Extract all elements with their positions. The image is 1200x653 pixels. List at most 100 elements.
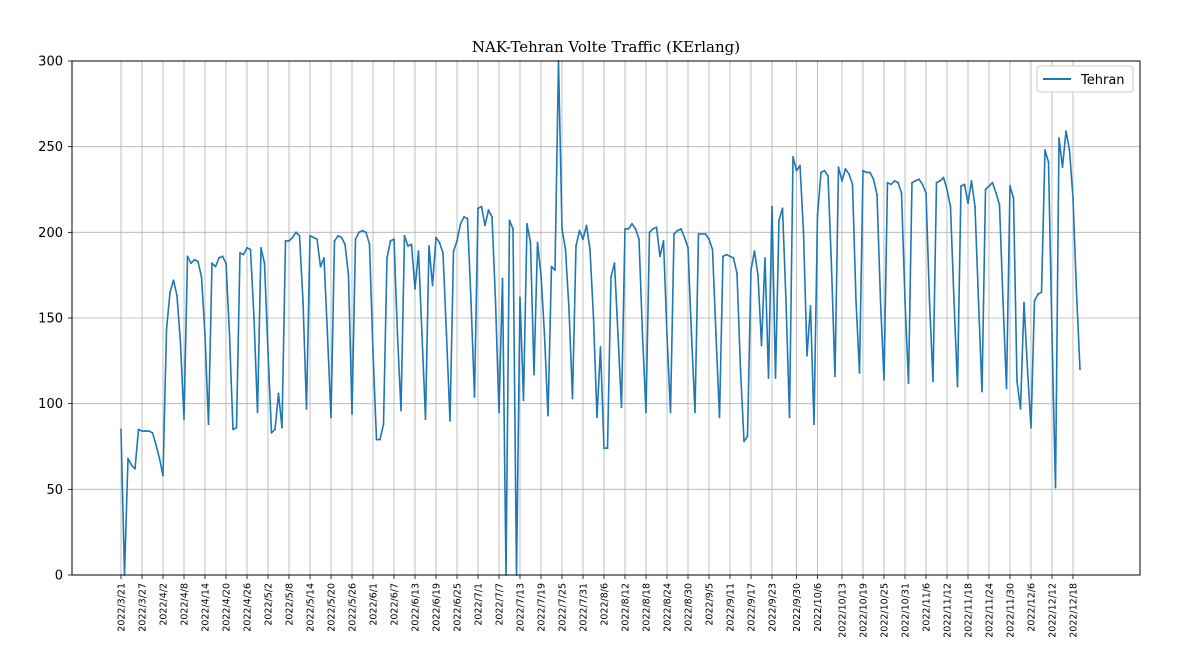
data-point <box>480 205 483 208</box>
data-point <box>568 308 570 311</box>
data-point <box>414 287 416 290</box>
data-point <box>914 180 917 182</box>
data-point <box>984 188 987 191</box>
data-point <box>722 255 724 258</box>
y-tick-label: 100 <box>38 397 63 412</box>
data-point <box>1075 291 1078 294</box>
x-tick-label: 2022/12/6 <box>1027 583 1038 632</box>
data-point <box>134 467 136 470</box>
data-point <box>498 411 500 414</box>
data-point <box>1058 137 1060 140</box>
data-point <box>344 243 346 246</box>
data-point <box>456 240 458 242</box>
series-layer <box>120 60 1081 576</box>
x-tick-label: 2022/10/31 <box>901 583 912 638</box>
data-point <box>676 229 679 232</box>
grid-lines <box>72 60 1140 576</box>
data-point <box>536 241 539 244</box>
data-point <box>897 181 899 184</box>
data-point <box>403 234 406 237</box>
data-point <box>179 342 182 345</box>
data-point <box>1005 387 1008 390</box>
data-point <box>330 416 332 419</box>
data-point <box>648 231 651 234</box>
data-point <box>368 243 371 246</box>
x-tick-label: 2022/4/14 <box>201 583 212 632</box>
data-point <box>872 178 875 181</box>
x-tick-label: 2022/11/24 <box>985 583 996 638</box>
data-point <box>585 224 588 227</box>
data-point <box>946 188 948 191</box>
data-point <box>435 236 437 239</box>
y-tick-label: 200 <box>38 226 63 241</box>
data-point <box>326 334 329 337</box>
data-point <box>1047 161 1050 163</box>
data-point <box>690 334 693 337</box>
x-tick-label: 2022/6/19 <box>432 583 443 632</box>
data-point <box>470 299 472 302</box>
data-point <box>463 216 465 218</box>
data-point <box>893 180 896 182</box>
data-point <box>270 431 273 434</box>
x-tick-label: 2022/9/11 <box>726 583 737 632</box>
data-point <box>508 219 511 222</box>
chart-title: NAK-Tehran Volte Traffic (KErlang) <box>472 38 740 56</box>
y-axis: 0 50 100 150 200 250 300 <box>38 55 72 584</box>
data-point <box>659 255 661 258</box>
data-point <box>533 373 535 376</box>
x-tick-label: 2022/3/27 <box>138 583 149 632</box>
data-point <box>883 378 885 381</box>
data-point <box>760 344 763 347</box>
x-tick-label: 2022/5/20 <box>327 583 338 632</box>
data-point <box>193 258 196 261</box>
data-point <box>743 440 745 443</box>
data-point <box>267 351 269 354</box>
data-point <box>491 216 493 218</box>
data-point <box>1012 197 1015 199</box>
data-point <box>739 368 742 371</box>
data-point <box>372 351 374 354</box>
data-point <box>792 156 794 158</box>
data-point <box>396 334 399 337</box>
x-tick-label: 2022/8/18 <box>642 583 653 632</box>
x-tick-label: 2022/7/13 <box>516 583 527 632</box>
data-point <box>967 202 969 205</box>
x-tick-label: 2022/8/24 <box>663 583 674 632</box>
data-point <box>512 228 514 230</box>
data-point <box>869 171 871 174</box>
data-point <box>995 192 997 194</box>
x-tick-label: 2022/5/2 <box>264 583 275 626</box>
data-point <box>771 205 773 208</box>
data-point <box>424 418 427 420</box>
data-point <box>949 205 952 208</box>
data-point <box>932 380 934 383</box>
data-point <box>291 236 294 239</box>
data-point <box>323 257 325 259</box>
x-tick-label: 2022/11/30 <box>1006 583 1017 638</box>
legend-label: Tehran <box>1080 73 1125 88</box>
data-point <box>900 192 903 194</box>
data-point <box>526 222 528 225</box>
data-point <box>197 260 199 263</box>
data-point <box>652 228 654 230</box>
data-point <box>564 248 567 251</box>
data-point <box>1016 380 1018 383</box>
data-point <box>561 228 563 230</box>
data-point <box>169 291 171 294</box>
data-point <box>141 430 143 432</box>
data-point <box>235 426 238 429</box>
data-point <box>484 224 486 227</box>
x-tick-label: 2022/9/30 <box>792 583 803 632</box>
data-point <box>249 248 252 251</box>
x-tick-label: 2022/6/7 <box>390 583 401 626</box>
data-point <box>137 428 140 431</box>
data-point <box>876 193 878 196</box>
data-point <box>522 399 525 402</box>
data-point <box>680 228 682 230</box>
data-point <box>228 334 231 337</box>
data-point <box>550 265 553 268</box>
data-point <box>638 238 640 241</box>
data-point <box>921 183 924 186</box>
data-point <box>764 257 766 259</box>
data-point <box>200 275 203 278</box>
